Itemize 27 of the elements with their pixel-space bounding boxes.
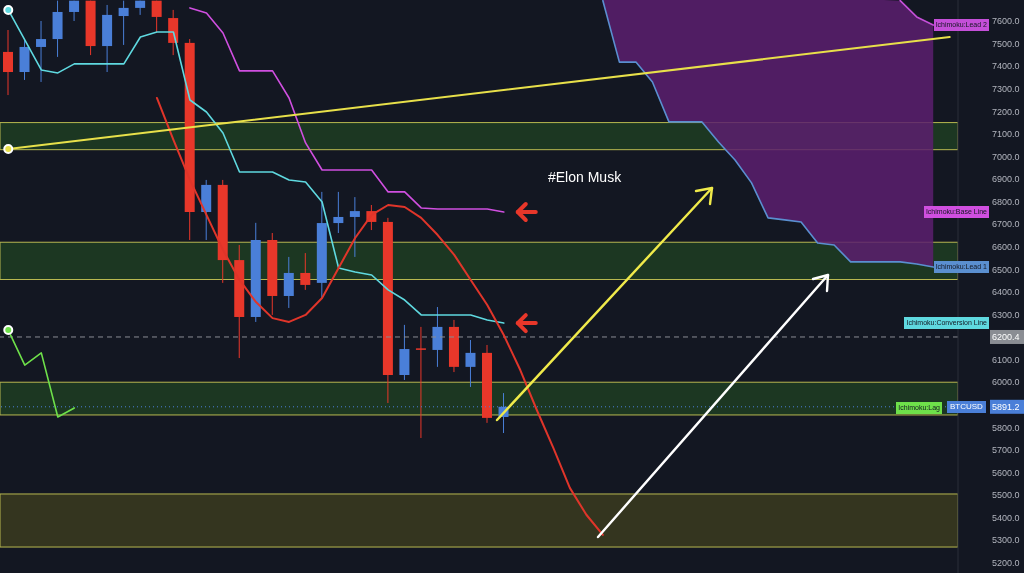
annotation: #Elon Musk [548,169,622,185]
y-tick-label: 5700.0 [992,445,1020,456]
y-tick-label: 5800.0 [992,422,1020,433]
y-tick-label: 6000.0 [992,377,1020,388]
y-tick-label: 7500.0 [992,38,1020,49]
y-tick-label: 5500.0 [992,490,1020,501]
y-tick-label: 6100.0 [992,354,1020,365]
y-tick-label: 6200.4 [992,332,1020,343]
y-tick-label: 6400.0 [992,287,1020,298]
y-tick-label: 7200.0 [992,106,1020,117]
y-tick-label: 6600.0 [992,241,1020,252]
y-tick-label: 7600.0 [992,16,1020,27]
y-tick-label: 5200.0 [992,558,1020,569]
y-tick-label: 6500.0 [992,264,1020,275]
y-tick-label: 7400.0 [992,61,1020,72]
y-tick-label: 7300.0 [992,83,1020,94]
y-tick-label: 5891.2 [992,401,1020,412]
y-tick-label: 7100.0 [992,129,1020,140]
y-tick-label: 5400.0 [992,512,1020,523]
ref-line-label: BTCUSD [947,400,986,413]
y-tick-label: 7000.0 [992,151,1020,162]
y-tick-label: 5600.0 [992,467,1020,478]
y-tick-label: 6800.0 [992,196,1020,207]
y-tick-label: 6900.0 [992,174,1020,185]
y-tick-label: 6700.0 [992,219,1020,230]
y-tick-label: 6300.0 [992,309,1020,320]
y-tick-label: 5300.0 [992,535,1020,546]
